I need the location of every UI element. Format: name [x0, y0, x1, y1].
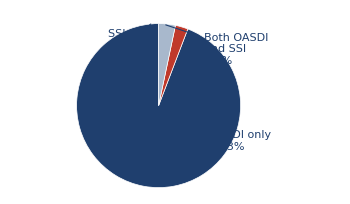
Wedge shape	[77, 24, 240, 188]
Text: SSI only
2.5%: SSI only 2.5%	[108, 25, 152, 50]
Text: OASDI only
94.3%: OASDI only 94.3%	[196, 130, 272, 151]
Wedge shape	[159, 26, 188, 106]
Text: Both OASDI
and SSI
3.3%: Both OASDI and SSI 3.3%	[166, 26, 268, 65]
Wedge shape	[159, 24, 175, 106]
